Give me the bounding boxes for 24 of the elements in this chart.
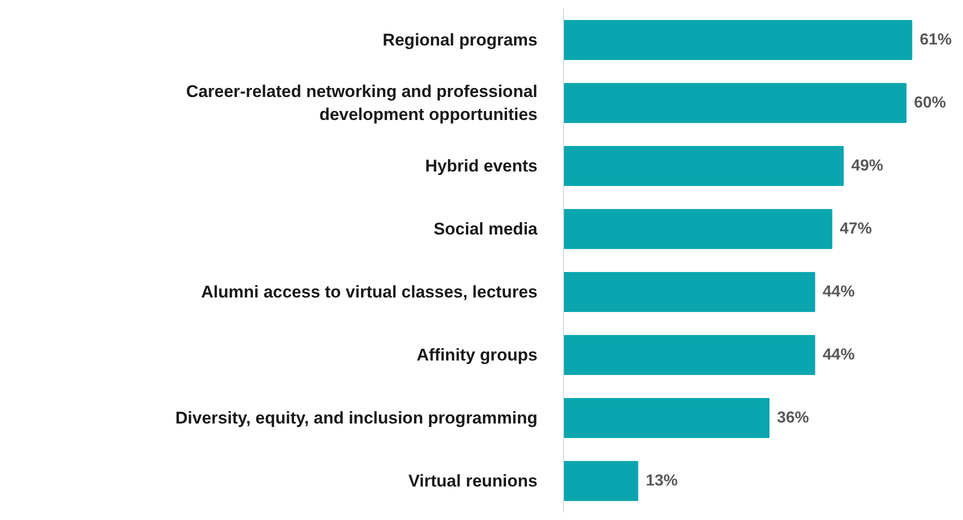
bar	[564, 334, 816, 376]
bar	[564, 20, 912, 60]
y-tick-label: Regional programs	[382, 30, 538, 50]
data-label: 49%	[851, 158, 884, 174]
y-tick-label: Virtual reunions	[408, 472, 538, 490]
y-tick-label: Career-related networking and professional development opportunities	[186, 82, 538, 124]
y-tick-label: Social media	[434, 220, 538, 238]
bar	[564, 82, 907, 124]
data-label: 47%	[840, 220, 872, 238]
y-tick-label: Diversity, equity, and inclusion programming	[175, 408, 538, 428]
bar	[564, 146, 844, 186]
y-tick-label: Alumni access to virtual classes, lectures	[201, 282, 538, 302]
data-label: 13%	[646, 472, 678, 490]
data-label: 61%	[920, 32, 952, 48]
bar	[564, 208, 832, 250]
data-label: 60%	[914, 94, 946, 112]
bar	[564, 460, 638, 502]
y-tick-label: Hybrid events	[425, 156, 538, 176]
bar	[564, 272, 816, 312]
data-label: 44%	[822, 346, 855, 364]
data-label: 36%	[777, 410, 810, 426]
y-tick-label: Affinity groups	[416, 346, 538, 364]
data-label: 44%	[822, 284, 855, 300]
bar	[564, 398, 770, 438]
